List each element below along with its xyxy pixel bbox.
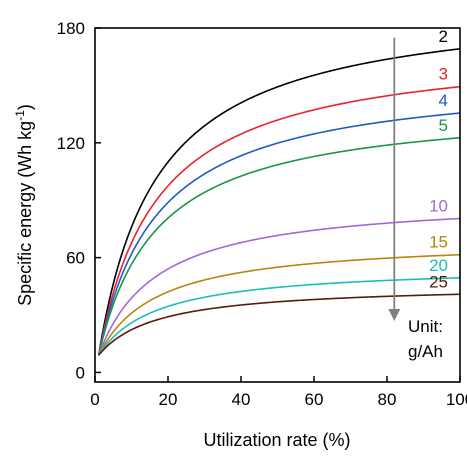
x-tick-label: 100 xyxy=(446,390,467,409)
series-label-3: 3 xyxy=(439,65,448,84)
series-label-2: 2 xyxy=(439,27,448,46)
plot-frame xyxy=(94,27,461,383)
series-line-15 xyxy=(97,253,461,356)
x-axis-title: Utilization rate (%) xyxy=(203,430,350,450)
x-tick-label: 0 xyxy=(90,390,99,409)
y-tick-label: 180 xyxy=(57,19,85,38)
series-label-10: 10 xyxy=(429,196,448,215)
tick-layer: 0 20 40 60 80 100 0 60 120 180 xyxy=(57,19,467,409)
series-line-3 xyxy=(97,85,461,356)
series-label-4: 4 xyxy=(439,91,448,110)
x-tick-label: 80 xyxy=(378,390,397,409)
series-line-4 xyxy=(97,112,461,356)
y-tick-label: 120 xyxy=(57,134,85,153)
x-tick-label: 40 xyxy=(232,390,251,409)
x-tick-label: 60 xyxy=(305,390,324,409)
y-axis-title: Specific energy (Wh kg-1) xyxy=(13,104,35,306)
series-label-5: 5 xyxy=(439,116,448,135)
series-line-10 xyxy=(97,217,461,356)
x-tick-label: 20 xyxy=(159,390,178,409)
series-label-25: 25 xyxy=(429,272,448,291)
series-line-2 xyxy=(97,48,461,356)
unit-label-line1: Unit: xyxy=(408,317,443,336)
y-tick-label: 60 xyxy=(66,249,85,268)
series-line-5 xyxy=(97,136,461,356)
y-axis-title-main: Specific energy (Wh kg xyxy=(15,121,35,306)
series-layer xyxy=(97,48,461,356)
y-axis-title-tail: ) xyxy=(15,104,35,110)
unit-label-line2: g/Ah xyxy=(408,342,443,361)
y-axis-title-superscript: -1 xyxy=(13,110,27,121)
series-label-15: 15 xyxy=(429,233,448,252)
y-tick-label: 0 xyxy=(76,363,85,382)
series-line-25 xyxy=(98,293,461,356)
series-line-20 xyxy=(97,276,461,356)
series-label-20: 20 xyxy=(429,256,448,275)
